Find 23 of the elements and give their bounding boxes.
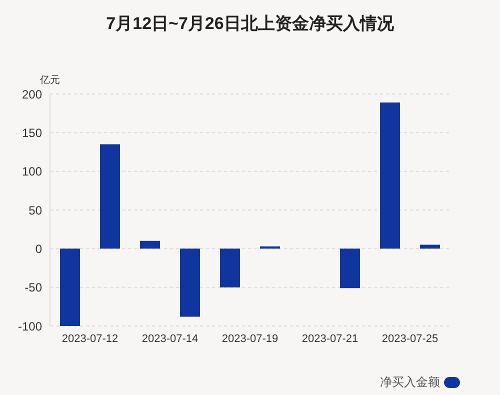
legend-label: 净买入金额 (380, 374, 440, 391)
x-tick-label: 2023-07-25 (382, 332, 438, 345)
x-tick-label: 2023-07-19 (222, 332, 278, 345)
x-tick-label: 2023-07-12 (62, 332, 118, 345)
y-tick-label: 150 (22, 126, 42, 140)
chart-title: 7月12日~7月26日北上资金净买入情况 (105, 13, 395, 35)
bar (180, 248, 200, 317)
y-tick-label: -100 (18, 319, 42, 334)
y-tick-label: -50 (24, 280, 42, 295)
y-tick-label: 0 (35, 242, 42, 256)
x-tick-label: 2023-07-21 (302, 332, 358, 345)
bar (420, 244, 440, 249)
bar (100, 144, 120, 249)
y-tick-label: 200 (22, 87, 42, 102)
y-tick-label: 100 (22, 164, 42, 179)
y-tick-label: 50 (28, 203, 42, 218)
bar (340, 248, 360, 288)
bar (140, 240, 160, 249)
bar (60, 248, 80, 326)
bar (220, 248, 240, 288)
y-axis-title: 亿元 (40, 74, 60, 87)
bar (380, 102, 400, 249)
x-tick-label: 2023-07-14 (142, 332, 198, 345)
